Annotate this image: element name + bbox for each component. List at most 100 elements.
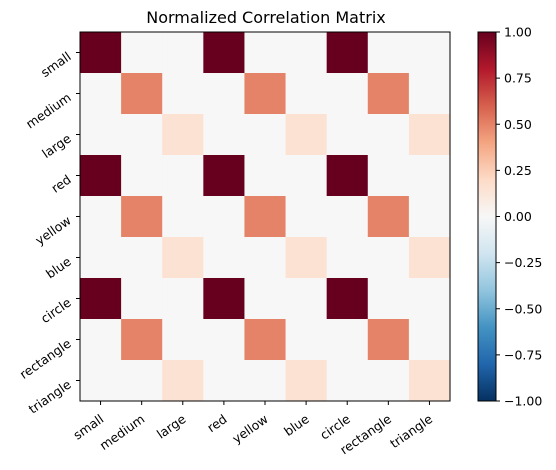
heatmap-cell-large-large [162,114,204,156]
heatmap-cell-blue-red [203,237,245,279]
heatmap-cell-rectangle-large [162,319,204,361]
heatmap-cell-circle-triangle [408,278,451,320]
x-tick-label-medium: medium [97,411,148,453]
y-tick-label-small: small [38,49,74,80]
heatmap-cell-circle-yellow [244,278,287,320]
heatmap-cell-yellow-red [203,196,245,238]
heatmap-cell-blue-yellow [244,237,287,279]
heatmap-cell-rectangle-small [80,319,122,361]
heatmap-cell-yellow-blue [285,196,328,238]
heatmap-cell-large-medium [121,114,163,156]
heatmap-cell-small-small [80,32,122,74]
heatmap-cell-yellow-large [162,196,204,238]
heatmap-cell-small-medium [121,32,163,74]
heatmap-cell-yellow-rectangle [367,196,410,238]
colorbar-ticks: 1.00 0.75 0.50 0.25 0.00 −0.25 −0.50 −0.75 −1.00 [496,25,542,409]
x-tick-label-blue: blue [281,411,312,439]
heatmap-cell-medium-triangle [408,73,451,115]
heatmap-cell-large-triangle [408,114,451,156]
heatmap-cell-large-circle [326,114,369,156]
y-tick-label-red: red [48,172,73,196]
heatmap-cell-circle-large [162,278,204,320]
heatmap-cell-blue-small [80,237,122,279]
heatmap-cell-blue-large [162,237,204,279]
heatmap-cell-triangle-red [203,360,245,402]
y-tick-label-rectangle: rectangle [17,335,74,381]
heatmap-cells [80,32,451,402]
heatmap-cell-circle-red [203,278,245,320]
heatmap-cell-red-yellow [244,155,287,197]
chart-title: Normalized Correlation Matrix [146,8,386,27]
heatmap-cell-medium-yellow [244,73,287,115]
heatmap-cell-small-red [203,32,245,74]
heatmap-cell-medium-rectangle [367,73,410,115]
heatmap-cell-circle-rectangle [367,278,410,320]
heatmap-cell-rectangle-yellow [244,319,287,361]
colorbar-tick-label: 0.00 [504,209,532,224]
heatmap-cell-medium-circle [326,73,369,115]
heatmap-cell-small-triangle [408,32,451,74]
heatmap-cell-triangle-medium [121,360,163,402]
heatmap-cell-red-rectangle [367,155,410,197]
heatmap-cell-yellow-medium [121,196,163,238]
heatmap-cell-yellow-small [80,196,122,238]
heatmap-cell-rectangle-blue [285,319,328,361]
y-tick-label-blue: blue [43,253,74,281]
colorbar-tick-label: −0.25 [504,255,542,270]
heatmap-cell-blue-blue [285,237,328,279]
heatmap-cell-triangle-rectangle [367,360,410,402]
x-tick-label-yellow: yellow [229,411,270,446]
colorbar-tick-label: 0.50 [504,117,532,132]
heatmap-cell-small-rectangle [367,32,410,74]
heatmap-cell-circle-blue [285,278,328,320]
heatmap-cell-blue-rectangle [367,237,410,279]
heatmap-cell-red-medium [121,155,163,197]
heatmap-cell-medium-large [162,73,204,115]
y-tick-label-triangle: triangle [26,376,74,416]
heatmap-cell-triangle-circle [326,360,369,402]
y-tick-label-large: large [39,130,74,161]
heatmap-cell-red-circle [326,155,369,197]
colorbar-tick-label: −0.50 [504,301,542,316]
heatmap-cell-triangle-triangle [408,360,451,402]
x-tick-label-large: large [154,411,189,442]
heatmap-cell-triangle-yellow [244,360,287,402]
heatmap-cell-circle-circle [326,278,369,320]
y-tick-label-yellow: yellow [32,213,73,248]
heatmap-cell-large-rectangle [367,114,410,156]
heatmap-cell-rectangle-circle [326,319,369,361]
heatmap-cell-large-red [203,114,245,156]
heatmap-cell-medium-red [203,73,245,115]
colorbar-tick-label: −1.00 [504,394,542,409]
heatmap-cell-rectangle-triangle [408,319,451,361]
y-tick-label-medium: medium [23,90,74,132]
heatmap-cell-small-yellow [244,32,287,74]
heatmap-cell-large-small [80,114,122,156]
heatmap-cell-medium-blue [285,73,328,115]
heatmap-cell-triangle-large [162,360,204,402]
heatmap-cell-circle-medium [121,278,163,320]
heatmap-cell-medium-medium [121,73,163,115]
heatmap-cell-rectangle-rectangle [367,319,410,361]
heatmap-cell-rectangle-medium [121,319,163,361]
heatmap-cell-blue-medium [121,237,163,279]
heatmap-cell-circle-small [80,278,122,320]
heatmap-cell-red-small [80,155,122,197]
y-tick-label-circle: circle [38,294,74,326]
heatmap-cell-triangle-blue [285,360,328,402]
heatmap-cell-red-red [203,155,245,197]
x-tick-label-triangle: triangle [387,411,435,451]
heatmap-cell-red-triangle [408,155,451,197]
heatmap-cell-small-large [162,32,204,74]
heatmap-cell-red-blue [285,155,328,197]
heatmap-cell-small-circle [326,32,369,74]
colorbar-tick-label: −0.75 [504,347,542,362]
heatmap-cell-yellow-circle [326,196,369,238]
heatmap-cell-triangle-small [80,360,122,402]
colorbar-tick-label: 0.25 [504,163,532,178]
heatmap-cell-red-large [162,155,204,197]
heatmap-cell-blue-triangle [408,237,451,279]
